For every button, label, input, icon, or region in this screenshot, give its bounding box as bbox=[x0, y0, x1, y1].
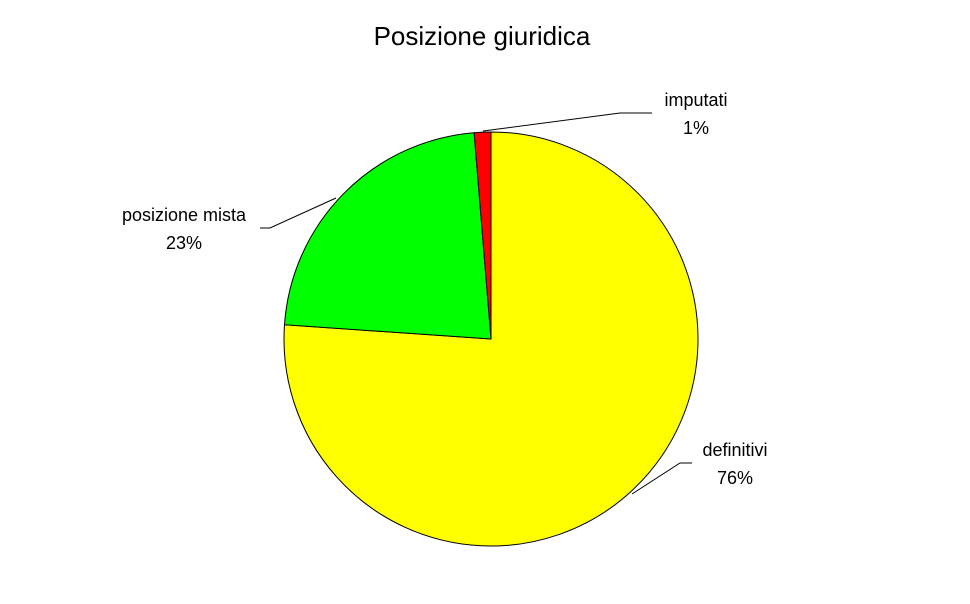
pie-slice-imputati bbox=[473, 131, 492, 340]
label-imputati: imputati bbox=[664, 90, 727, 110]
pie-slice-posizione-mista bbox=[283, 132, 492, 340]
percent-imputati: 1% bbox=[683, 118, 709, 138]
leader-line-imputati bbox=[482, 112, 652, 132]
percent-definitivi: 76% bbox=[717, 468, 753, 488]
percent-posizione-mista: 23% bbox=[166, 233, 202, 253]
chart-title: Posizione giuridica bbox=[374, 21, 591, 51]
label-definitivi: definitivi bbox=[702, 440, 767, 460]
label-posizione-mista: posizione mista bbox=[122, 205, 247, 225]
leader-line-posizione-mista bbox=[260, 197, 337, 229]
pie-slice-definitivi bbox=[283, 131, 699, 547]
leader-line-definitivi bbox=[631, 462, 692, 495]
